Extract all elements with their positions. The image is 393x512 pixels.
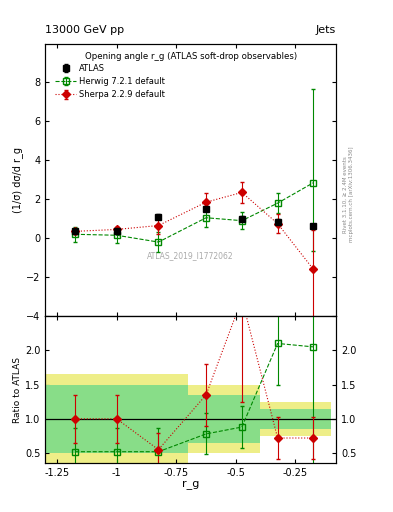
Text: Rivet 3.1.10, ≥ 2.4M events: Rivet 3.1.10, ≥ 2.4M events <box>343 156 347 233</box>
Text: Opening angle r_g (ATLAS soft-drop observables): Opening angle r_g (ATLAS soft-drop obser… <box>84 52 297 61</box>
X-axis label: r_g: r_g <box>182 480 199 489</box>
Y-axis label: (1/σ) dσ/d r_g: (1/σ) dσ/d r_g <box>12 147 23 213</box>
Y-axis label: Ratio to ATLAS: Ratio to ATLAS <box>13 357 22 423</box>
Legend: ATLAS, Herwig 7.2.1 default, Sherpa 2.2.9 default: ATLAS, Herwig 7.2.1 default, Sherpa 2.2.… <box>55 64 165 99</box>
Text: mcplots.cern.ch [arXiv:1306.3436]: mcplots.cern.ch [arXiv:1306.3436] <box>349 147 354 242</box>
Text: 13000 GeV pp: 13000 GeV pp <box>45 25 124 35</box>
Text: ATLAS_2019_I1772062: ATLAS_2019_I1772062 <box>147 251 234 261</box>
Text: Jets: Jets <box>316 25 336 35</box>
